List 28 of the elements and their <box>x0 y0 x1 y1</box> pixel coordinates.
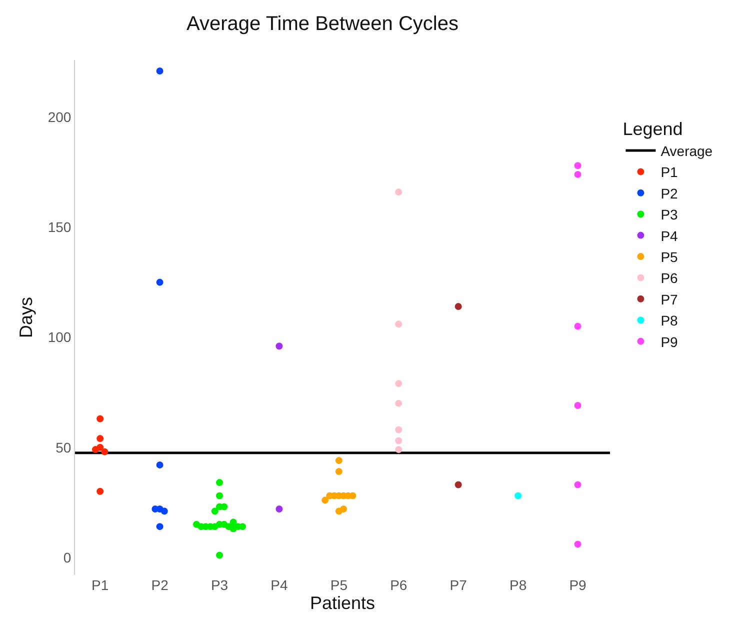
chart-title: Average Time Between Cycles <box>186 12 458 35</box>
legend-label: P1 <box>660 164 678 180</box>
y-tick-label: 150 <box>48 219 72 236</box>
x-tick-label: P2 <box>151 577 169 593</box>
x-tick-label: P7 <box>450 577 468 593</box>
legend-label: Average <box>660 142 713 159</box>
x-tick-label: P9 <box>569 577 587 593</box>
x-tick-label: P5 <box>330 577 348 593</box>
legend-label: P8 <box>660 312 678 329</box>
y-axis-title: Days <box>16 296 36 338</box>
x-axis-title: Patients <box>310 593 376 613</box>
legend-label: P9 <box>660 334 678 350</box>
x-tick-label: P6 <box>390 577 408 593</box>
y-tick-label: 0 <box>63 549 72 566</box>
y-tick-label: 50 <box>56 439 72 456</box>
legend-label: P3 <box>660 206 678 223</box>
y-tick-label: 100 <box>48 329 72 346</box>
legend-label: P6 <box>660 270 678 286</box>
x-tick-label: P8 <box>509 577 527 593</box>
y-tick-label: 200 <box>48 109 72 126</box>
x-tick-label: P3 <box>210 577 228 593</box>
x-tick-label: P1 <box>92 577 109 593</box>
x-tick-label: P4 <box>270 577 288 593</box>
legend-label: P5 <box>660 248 678 265</box>
legend-label: P7 <box>660 291 678 308</box>
legend-title: Legend <box>622 118 683 139</box>
legend-label: P2 <box>660 185 678 202</box>
legend-label: P4 <box>660 228 678 244</box>
